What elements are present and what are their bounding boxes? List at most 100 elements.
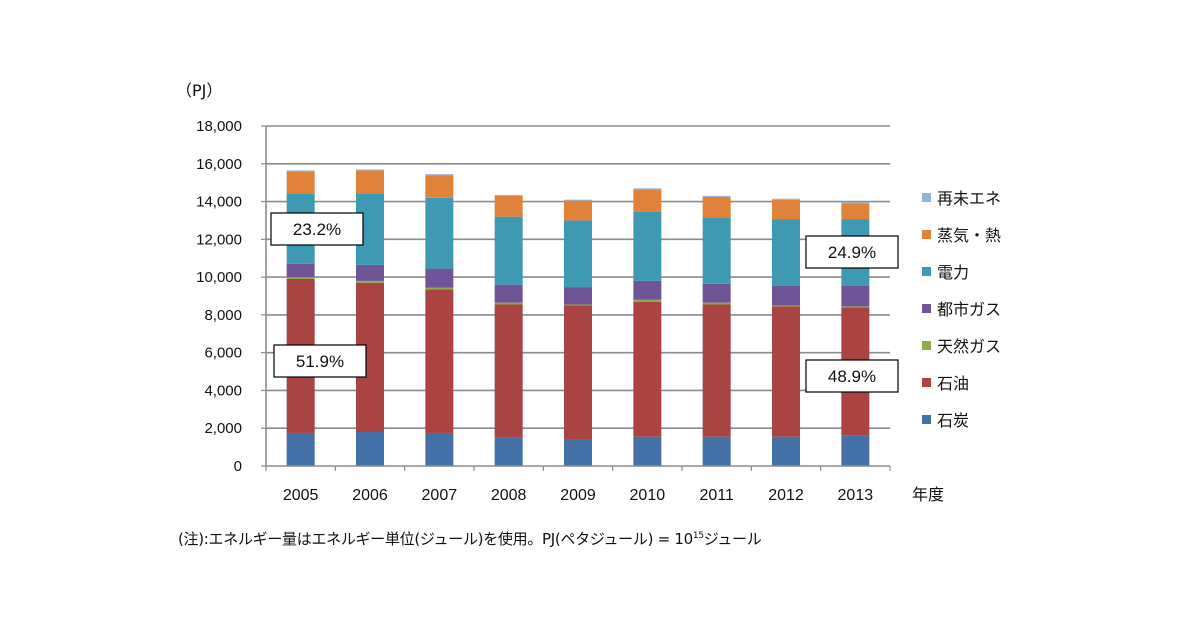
legend-label: 再未エネ [937, 189, 1001, 208]
bar-segment [564, 304, 592, 306]
bar-segment [772, 285, 800, 306]
bar-segment [425, 175, 454, 198]
bar-segment [564, 439, 592, 466]
x-tick-label: 2011 [699, 487, 734, 504]
bar-segment [286, 263, 315, 278]
legend-label: 蒸気・熱 [937, 226, 1001, 245]
bar-segment [841, 435, 870, 466]
y-tick-label: 2,000 [204, 420, 242, 437]
y-tick-label: 8,000 [204, 307, 242, 324]
bar-segment [772, 305, 800, 307]
bar-segment [633, 189, 662, 212]
annotation-frame [805, 235, 899, 269]
bar-segment [356, 280, 384, 283]
legend-item: 再未エネ [922, 189, 1001, 208]
legend-swatch [922, 193, 931, 202]
bar-segment [356, 170, 384, 194]
bar-segment [425, 174, 454, 176]
legend-swatch [922, 415, 931, 424]
bar-segment [425, 289, 454, 433]
bar-segment [564, 199, 592, 201]
annotation-label: 23.2% [293, 220, 341, 239]
y-tick-label: 16,000 [196, 156, 242, 173]
y-unit-label: （PJ） [176, 81, 222, 100]
annotation-box: 51.9% [273, 344, 367, 378]
x-tick-label: 2010 [630, 487, 666, 504]
x-tick-label: 2007 [422, 487, 458, 504]
bar-segment [841, 202, 870, 204]
bar-segment [425, 432, 454, 466]
y-tick-label: 0 [234, 458, 242, 475]
x-tick-label: 2013 [838, 487, 874, 504]
footnote-superscript: 15 [692, 531, 704, 541]
y-tick-label: 10,000 [196, 269, 242, 286]
bar-segment [356, 169, 384, 171]
legend-swatch [922, 341, 931, 350]
annotation-box: 24.9% [805, 235, 899, 269]
annotation-frame [805, 359, 899, 393]
bar-segment [564, 200, 592, 221]
legend-item: 蒸気・熱 [922, 226, 1001, 245]
x-tick-label: 2012 [768, 487, 804, 504]
legend-item: 天然ガス [922, 337, 1001, 356]
bar-segment [702, 195, 731, 197]
legend-label: 天然ガス [937, 337, 1001, 356]
y-tick-labels: 0 2,000 4,000 6,000 8,000 10,000 12,000 14,000 1… [196, 118, 242, 475]
annotation-label: 24.9% [828, 243, 876, 262]
x-tick-label: 2006 [352, 487, 388, 504]
legend-swatch [922, 304, 931, 313]
bar-segment [356, 432, 384, 466]
y-tick-label: 4,000 [204, 382, 242, 399]
x-tick-labels: 2005 2006 2007 2008 2009 2010 2011 2012 2013 [283, 487, 873, 504]
bar-segment [633, 299, 662, 302]
bar-segment [425, 268, 454, 288]
bar-segment [286, 277, 315, 279]
legend-item: 電力 [922, 263, 969, 282]
legend-item: 石油 [922, 374, 969, 393]
x-tick-label: 2009 [560, 487, 596, 504]
bar-segment [702, 283, 731, 303]
bar-segment [564, 220, 592, 288]
bar-segment [633, 301, 662, 437]
legend-label: 都市ガス [937, 300, 1001, 319]
legend-swatch [922, 267, 931, 276]
y-tick-label: 6,000 [204, 345, 242, 362]
bar-segment [494, 194, 523, 196]
legend-swatch [922, 378, 931, 387]
footnote: (注):エネルギー量はエネルギー単位(ジュール)を使用。PJ(ペタジュール) =… [178, 528, 762, 549]
bar-segment [633, 280, 662, 300]
legend-item: 石炭 [922, 411, 969, 430]
axes [261, 125, 891, 471]
bar-segment [772, 199, 800, 220]
bar-segment [772, 198, 800, 200]
legend-label: 石油 [937, 374, 969, 393]
annotation-frame [270, 212, 364, 246]
bar-segment [494, 437, 523, 466]
annotation-box: 48.9% [805, 359, 899, 393]
annotation-frame [273, 344, 367, 378]
bar-segment [633, 436, 662, 466]
annotations: 23.2% 51.9% 24.9% 48.9% [270, 212, 899, 393]
footnote-text: (注):エネルギー量はエネルギー単位(ジュール)を使用。PJ(ペタジュール) =… [178, 530, 693, 548]
bar-segment [841, 203, 870, 220]
legend-item: 都市ガス [922, 300, 1001, 319]
bar-segment [772, 219, 800, 286]
bar-segment [702, 302, 731, 305]
y-tick-label: 12,000 [196, 231, 242, 248]
bar-segment [356, 264, 384, 281]
footnote-suffix: ジュール [703, 530, 762, 548]
bar-segment [494, 284, 523, 303]
bar-segment [564, 305, 592, 440]
bar-segment [286, 170, 315, 172]
bar-segment [702, 304, 731, 437]
x-tick-label: 2005 [283, 487, 319, 504]
bar-segment [772, 306, 800, 437]
bar-segment [702, 217, 731, 284]
bar-segment [494, 302, 523, 305]
bar-segment [494, 304, 523, 438]
x-axis-label: 年度 [912, 485, 944, 504]
legend-label: 石炭 [937, 411, 969, 430]
bar-segment [702, 436, 731, 466]
